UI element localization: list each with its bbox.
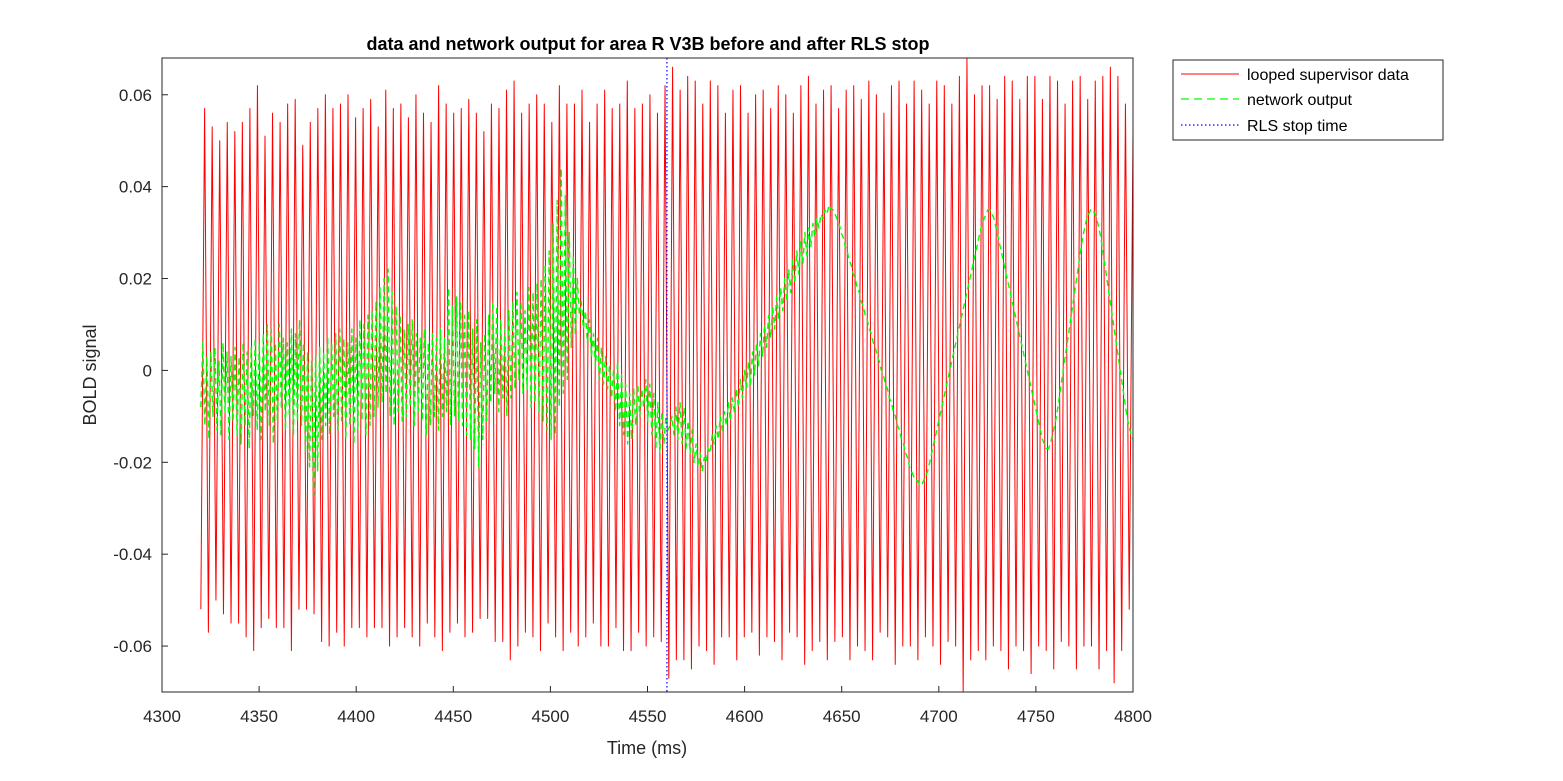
y-tick-label: -0.06	[113, 637, 152, 656]
y-tick-label: 0.06	[119, 86, 152, 105]
y-axis-label: BOLD signal	[80, 324, 100, 425]
chart-title: data and network output for area R V3B b…	[366, 34, 929, 54]
series-line-looped-supervisor-data	[200, 58, 1133, 692]
x-axis-label: Time (ms)	[607, 738, 687, 758]
y-tick-label: -0.02	[113, 453, 152, 472]
legend: looped supervisor data network output RL…	[1172, 59, 1444, 141]
y-tick-label: 0.04	[119, 178, 152, 197]
x-tick-label: 4400	[337, 707, 375, 726]
x-tick-label: 4350	[240, 707, 278, 726]
x-tick-label: 4750	[1017, 707, 1055, 726]
plot-area: 4300 4350 4400 4450 4500 4550 4600 4650 4700 4750…	[113, 57, 1152, 726]
x-tick-label: 4800	[1114, 707, 1152, 726]
x-tick-label: 4500	[531, 707, 569, 726]
legend-box	[1172, 59, 1444, 141]
legend-label-supervisor: looped supervisor data	[1247, 67, 1409, 84]
legend-label-rls-stop: RLS stop time	[1247, 118, 1348, 135]
x-tick-label: 4300	[143, 707, 181, 726]
x-tick-label: 4550	[629, 707, 667, 726]
legend-label-network: network output	[1247, 92, 1353, 109]
y-tick-label: -0.04	[113, 545, 152, 564]
series-layer	[200, 58, 1133, 692]
x-axis-ticks: 4300 4350 4400 4450 4500 4550 4600 4650 4700 4750…	[143, 686, 1152, 726]
y-tick-label: 0.02	[119, 270, 152, 289]
x-tick-label: 4450	[434, 707, 472, 726]
y-axis-ticks: -0.06 -0.04 -0.02 0 0.02 0.04 0.06	[113, 86, 168, 656]
x-tick-label: 4650	[823, 707, 861, 726]
y-tick-label: 0	[143, 361, 152, 380]
x-tick-label: 4600	[726, 707, 764, 726]
x-tick-label: 4700	[920, 707, 958, 726]
